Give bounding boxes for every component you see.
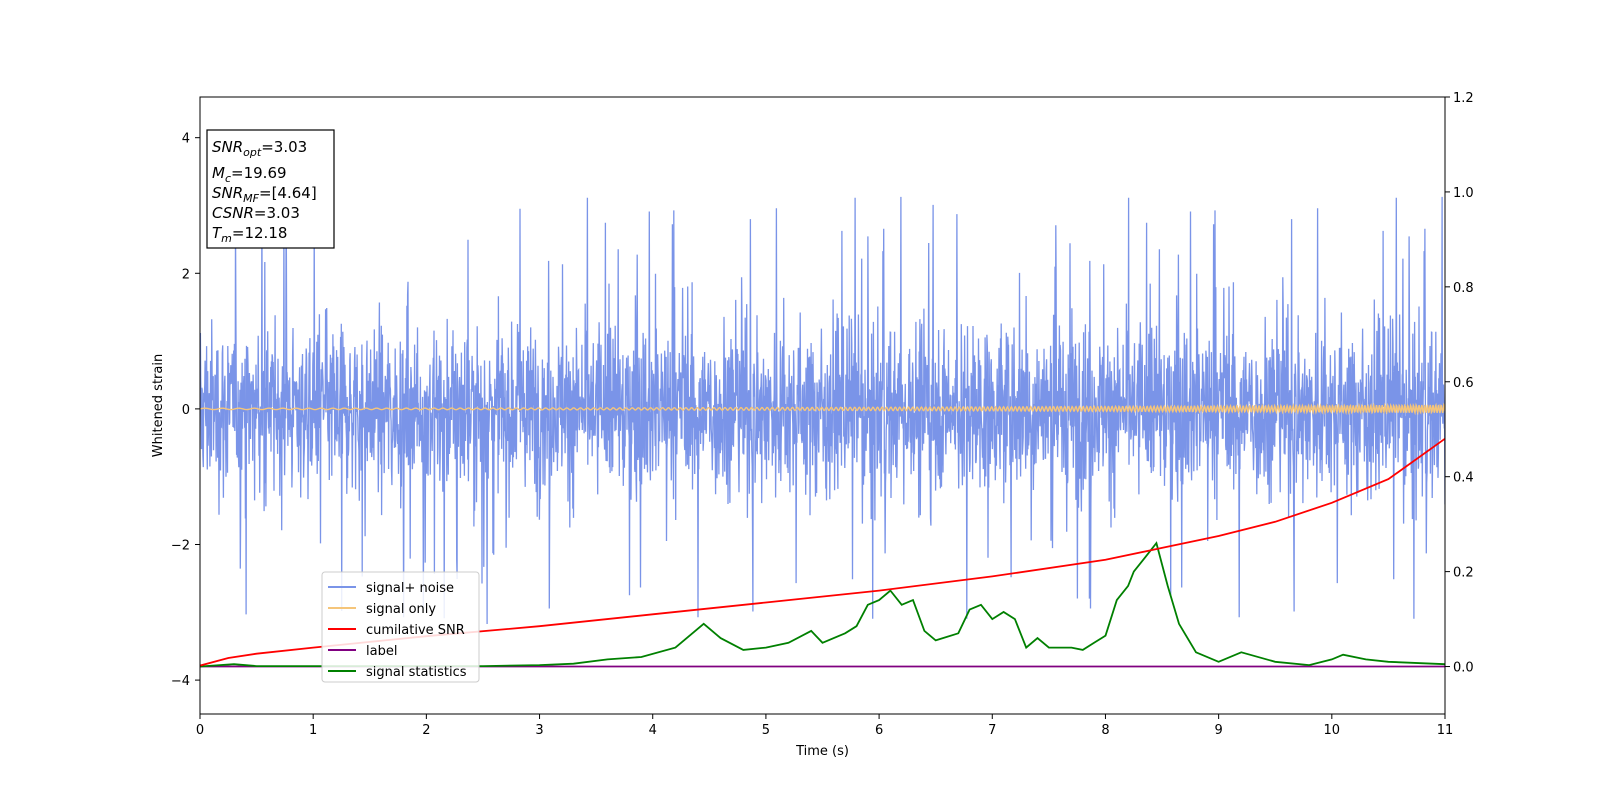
stats-value: =3.03 xyxy=(261,138,307,156)
x-tick-label: 5 xyxy=(762,723,770,738)
stats-box-frame xyxy=(206,129,335,249)
stats-subscript: MF xyxy=(243,192,259,205)
x-tick-label: 9 xyxy=(1214,723,1222,738)
y2-tick-label: 0.4 xyxy=(1453,471,1474,486)
y2-tick-label: 1.2 xyxy=(1453,91,1474,106)
x-tick-label: 1 xyxy=(309,723,317,738)
y2-tick-label: 0.8 xyxy=(1453,281,1474,296)
y-axis-label: Whitened strain xyxy=(151,354,166,457)
y-tick-label: 0 xyxy=(182,403,190,418)
stats-line: Tm=12.18 xyxy=(212,224,287,245)
stats-value: =19.69 xyxy=(231,164,287,182)
stats-symbol: T xyxy=(212,224,223,242)
x-tick-label: 0 xyxy=(196,723,204,738)
x-axis-label: Time (s) xyxy=(795,744,849,759)
stats-annotation-box: SNRopt=3.03Mc=19.69SNRMF=[4.64]CSNR=3.03… xyxy=(206,129,335,249)
x-tick-label: 2 xyxy=(422,723,430,738)
x-tick-label: 11 xyxy=(1437,723,1454,738)
y2-tick-label: 1.0 xyxy=(1453,186,1474,201)
legend-label: cumilative SNR xyxy=(366,623,465,638)
stats-subscript: c xyxy=(225,172,231,185)
stats-symbol: SNR xyxy=(212,138,243,156)
y-tick-label: −4 xyxy=(171,674,190,689)
x-tick-label: 6 xyxy=(875,723,883,738)
y2-tick-label: 0.0 xyxy=(1453,661,1474,676)
x-tick-label: 7 xyxy=(988,723,996,738)
signal-only-line xyxy=(200,402,1445,416)
cumulative-snr-line xyxy=(200,437,1445,667)
axes: 0 1 2 3 4 5 6 7 8 9 10 11 4 2 0 −2 −4 1.2 1.0 0.8 0.6 0.4 0.2 0… xyxy=(151,91,1474,759)
stats-symbol: SNR xyxy=(212,184,243,202)
legend-label: signal only xyxy=(366,602,436,617)
stats-symbol: CSNR xyxy=(212,204,254,222)
legend-frame xyxy=(321,571,480,683)
x-tick-label: 4 xyxy=(649,723,657,738)
x-tick-label: 8 xyxy=(1101,723,1109,738)
stats-value: =[4.64] xyxy=(259,184,317,202)
stats-line: CSNR=3.03 xyxy=(212,204,300,222)
y2-tick-label: 0.2 xyxy=(1453,566,1474,581)
legend: signal+ noise signal only cumilative SNR la… xyxy=(321,571,480,683)
signal-statistics-line xyxy=(200,541,1445,668)
plot-frame xyxy=(199,96,1446,715)
stats-value: =12.18 xyxy=(232,224,288,242)
y2-tick-label: 0.6 xyxy=(1453,376,1474,391)
x-tick-label: 10 xyxy=(1324,723,1341,738)
legend-label: signal statistics xyxy=(366,665,467,680)
signal-noise-line xyxy=(200,195,1445,625)
legend-label: signal+ noise xyxy=(366,581,454,596)
stats-line: SNRopt=3.03 xyxy=(212,138,307,159)
stats-value: =3.03 xyxy=(254,204,300,222)
stats-line: SNRMF=[4.64] xyxy=(212,184,317,205)
stats-symbol: M xyxy=(212,164,225,182)
y-tick-label: −2 xyxy=(171,538,190,553)
y-tick-label: 2 xyxy=(182,267,190,282)
stats-subscript: opt xyxy=(243,146,262,159)
stats-line: Mc=19.69 xyxy=(212,164,287,185)
stats-subscript: m xyxy=(221,232,232,245)
x-tick-label: 3 xyxy=(535,723,543,738)
legend-label: label xyxy=(366,644,397,659)
y-tick-label: 4 xyxy=(182,132,190,147)
